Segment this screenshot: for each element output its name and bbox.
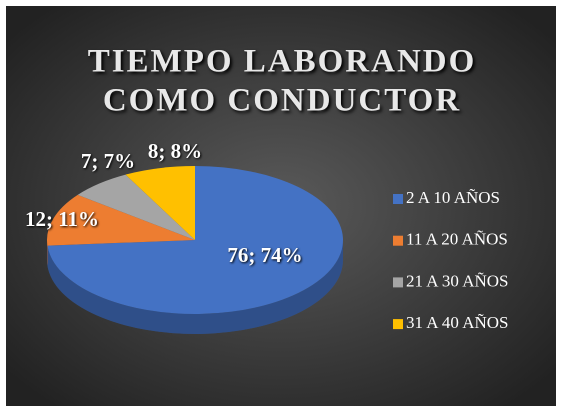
legend-swatch xyxy=(393,319,403,330)
data-label: 8; 8% xyxy=(148,139,202,163)
legend-label: 11 A 20 AÑOS xyxy=(406,230,508,249)
legend-label: 31 A 40 AÑOS xyxy=(406,313,509,332)
legend-label: 2 A 10 AÑOS xyxy=(406,188,500,207)
legend-swatch xyxy=(393,194,403,204)
chart-title: COMO CONDUCTOR xyxy=(103,83,461,119)
pie-side-shade xyxy=(47,240,344,334)
pie-slice xyxy=(47,166,344,314)
pie-slice xyxy=(47,194,196,246)
data-label: 76; 74% xyxy=(227,243,302,267)
data-label: 12; 11% xyxy=(25,207,99,231)
legend-swatch xyxy=(393,277,403,288)
legend-label: 21 A 30 AÑOS xyxy=(406,271,509,290)
pie-side xyxy=(47,240,344,334)
chart-title: TIEMPO LABORANDO xyxy=(88,44,477,80)
legend-swatch xyxy=(393,235,403,246)
pie-slice xyxy=(125,166,195,240)
data-label: 7; 7% xyxy=(81,149,135,173)
pie-slice xyxy=(77,174,195,240)
